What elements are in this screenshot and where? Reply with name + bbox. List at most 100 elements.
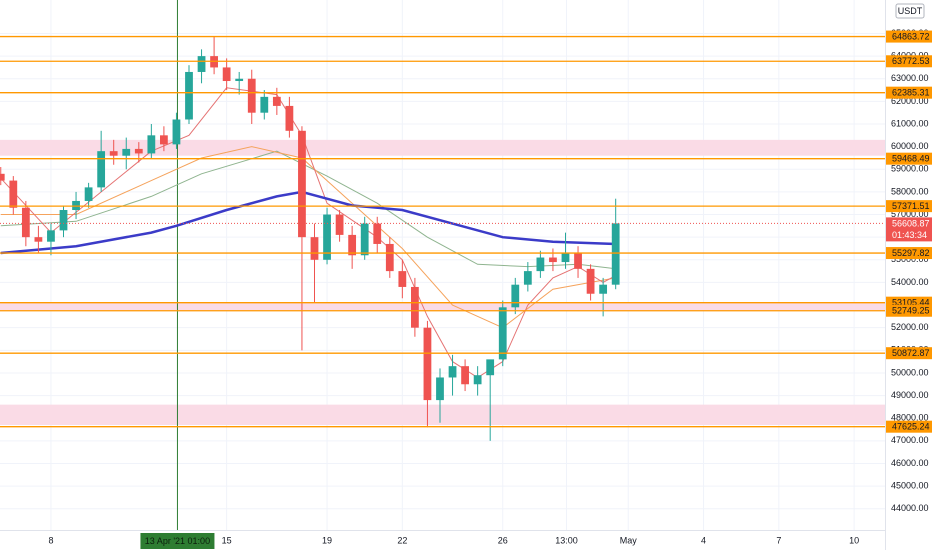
x-tick-label: 10: [849, 535, 859, 545]
x-tick-label: 8: [48, 535, 53, 545]
x-tick-label: 22: [397, 535, 407, 545]
candle-body: [549, 257, 557, 263]
y-tick-label: 57000.00: [891, 209, 929, 219]
level-label-box: [886, 30, 932, 43]
candle-body: [523, 271, 532, 285]
y-tick-label: 46000.00: [891, 458, 929, 468]
level-label: 59468.49: [892, 154, 930, 164]
x-tick-label: 26: [498, 535, 508, 545]
candle-body: [536, 257, 545, 272]
x-tick-label: 4: [701, 535, 706, 545]
candle-body: [398, 271, 407, 287]
y-tick-label: 60000.00: [891, 141, 929, 151]
crosshair-label-box: [140, 533, 215, 549]
candle-body: [498, 307, 507, 360]
currency-label: USDT: [898, 6, 923, 16]
candle-body: [0, 173, 5, 181]
candle-body: [272, 96, 281, 106]
candle-body: [147, 135, 156, 154]
candle-body: [260, 96, 269, 113]
candle-body: [348, 234, 357, 256]
level-label-box: [886, 304, 932, 317]
candle-body: [285, 105, 294, 131]
x-tick-label: May: [620, 535, 638, 545]
candle-body: [122, 148, 131, 156]
y-tick-label: 52000.00: [891, 322, 929, 332]
candle-body: [360, 223, 369, 256]
currency-badge: [895, 3, 925, 19]
level-label-box: [886, 347, 932, 360]
level-label: 47625.24: [892, 422, 930, 432]
y-tick-label: 63000.00: [891, 73, 929, 83]
candle-body: [486, 359, 495, 376]
level-label-box: [886, 55, 932, 68]
level-label: 64863.72: [892, 31, 930, 41]
candle-body: [611, 223, 620, 285]
current-price-label: 56608.87: [892, 218, 930, 228]
candle-body: [59, 210, 68, 231]
y-tick-label: 61000.00: [891, 118, 929, 128]
candle-body: [511, 284, 520, 308]
candle-body: [172, 119, 181, 145]
level-label-box: [886, 152, 932, 165]
candle-body: [385, 243, 394, 272]
countdown-label: 01:43:34: [892, 230, 927, 240]
moving-average: [0, 150, 616, 270]
candle-body: [586, 268, 595, 294]
level-label: 52749.25: [892, 306, 930, 316]
candle-body: [134, 148, 143, 154]
candle-body: [335, 214, 344, 235]
candle-body: [461, 366, 469, 385]
y-tick-label: 47000.00: [891, 435, 929, 445]
candle-body: [298, 130, 306, 238]
y-tick-label: 58000.00: [891, 186, 929, 196]
candle-body: [84, 187, 93, 201]
candle-body: [373, 223, 382, 244]
y-tick-label: 55000.00: [891, 254, 929, 264]
moving-average: [0, 190, 616, 255]
y-tick-label: 54000.00: [891, 277, 929, 287]
candle-body: [411, 286, 419, 328]
zone: [0, 302, 885, 311]
zone: [0, 404, 885, 425]
level-label: 55297.82: [892, 248, 930, 258]
candle-body: [473, 375, 482, 385]
y-tick-label: 48000.00: [891, 413, 929, 423]
candle-body: [574, 253, 582, 269]
y-tick-label: 49000.00: [891, 390, 929, 400]
candle-body: [109, 151, 118, 156]
level-label: 57371.51: [892, 201, 930, 211]
zone: [0, 139, 885, 156]
level-label-box: [886, 420, 932, 433]
candle-body: [97, 151, 106, 188]
candle-body: [423, 327, 432, 401]
candle-body: [222, 67, 231, 82]
candle-body: [34, 237, 43, 242]
candle-body: [197, 56, 206, 72]
crosshair-label: 13 Apr '21 01:00: [145, 536, 210, 546]
candle-body: [561, 253, 570, 263]
candle-body: [448, 366, 457, 378]
level-label: 50872.87: [892, 348, 930, 358]
x-tick-label: 15: [222, 535, 232, 545]
candle-body: [21, 207, 30, 238]
candle-body: [235, 78, 244, 82]
candle-body: [436, 377, 444, 401]
level-label-box: [886, 247, 932, 260]
y-tick-label: 59000.00: [891, 164, 929, 174]
y-tick-label: 62000.00: [891, 96, 929, 106]
x-tick-label: 7: [776, 535, 781, 545]
level-label: 62385.31: [892, 88, 930, 98]
candle-body: [247, 78, 256, 113]
x-tick-label: 13:00: [555, 535, 578, 545]
y-tick-label: 45000.00: [891, 480, 929, 490]
candle-body: [599, 284, 608, 294]
level-label-box: [886, 200, 932, 213]
candle-body: [310, 237, 319, 260]
candle-body: [160, 135, 168, 145]
level-label: 53105.44: [892, 298, 930, 308]
moving-average: [0, 146, 616, 329]
candle-body: [185, 71, 193, 120]
